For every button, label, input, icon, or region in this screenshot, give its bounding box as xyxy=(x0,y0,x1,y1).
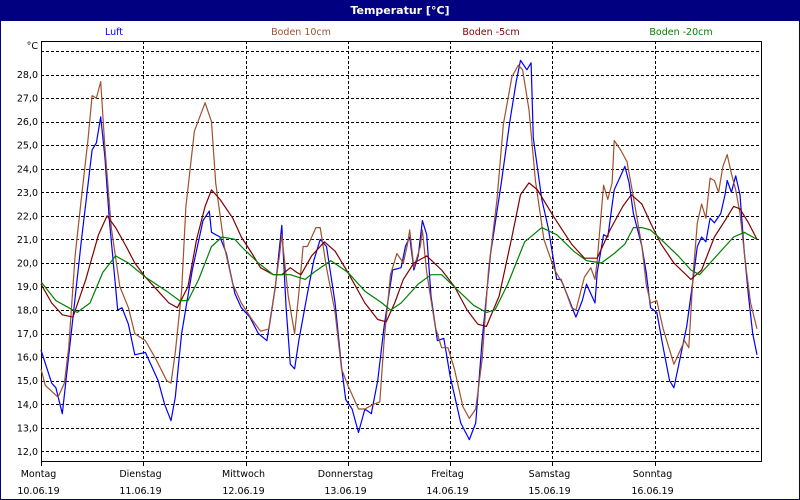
x-tick-day-label: Mittwoch xyxy=(222,469,265,480)
y-tick-label: 15,0 xyxy=(17,376,38,387)
x-tick-day-label: Dienstag xyxy=(119,469,161,480)
x-tick-day-label: Donnerstag xyxy=(318,469,373,480)
y-tick-label: 19,0 xyxy=(17,282,38,293)
legend: Luft Boden 10cm Boden -5cm Boden -20cm xyxy=(105,27,713,38)
chart-title: Temperatur [°C] xyxy=(1,1,799,21)
series-line-boden-10cm xyxy=(40,64,758,419)
axis-labels: Montag 10.06.19 Dienstag 11.06.19 Mittwoch 12… xyxy=(17,41,674,497)
x-tick-date-label: 11.06.19 xyxy=(119,486,161,497)
y-tick-label: 20,0 xyxy=(17,258,38,269)
legend-item: Boden -5cm xyxy=(462,27,519,38)
x-tick-date-label: 12.06.19 xyxy=(222,486,264,497)
y-tick-label: 28,0 xyxy=(17,70,38,81)
series-line-boden-5cm xyxy=(40,182,758,328)
y-tick-label: 16,0 xyxy=(17,353,38,364)
x-tick-day-label: Sonntag xyxy=(633,469,672,480)
y-tick-label: 26,0 xyxy=(17,117,38,128)
x-tick-date-label: 13.06.19 xyxy=(324,486,366,497)
y-tick-label: 24,0 xyxy=(17,164,38,175)
x-tick-date-label: 16.06.19 xyxy=(631,486,673,497)
y-tick-label: 12,0 xyxy=(17,447,38,458)
x-tick-date-label: 15.06.19 xyxy=(528,486,570,497)
y-tick-label: 13,0 xyxy=(17,423,38,434)
x-tick-date-label: 10.06.19 xyxy=(17,486,59,497)
plot-frame xyxy=(41,41,762,462)
x-tick-day-label: Freitag xyxy=(431,469,464,480)
y-tick-label: 18,0 xyxy=(17,306,38,317)
series-lines xyxy=(40,59,758,441)
y-tick-label: 23,0 xyxy=(17,188,38,199)
y-tick-label: 21,0 xyxy=(17,235,38,246)
axes xyxy=(41,41,762,466)
y-tick-label: 27,0 xyxy=(17,94,38,105)
y-tick-label: 22,0 xyxy=(17,211,38,222)
legend-item: Boden 10cm xyxy=(271,27,331,38)
y-tick-label: 25,0 xyxy=(17,141,38,152)
y-axis-unit-label: °C xyxy=(27,41,39,52)
y-tick-label: 14,0 xyxy=(17,400,38,411)
x-tick-date-label: 14.06.19 xyxy=(426,486,468,497)
x-tick-day-label: Samstag xyxy=(529,469,571,480)
series-line-luft xyxy=(40,59,758,441)
grid xyxy=(41,41,761,461)
y-tick-label: 17,0 xyxy=(17,329,38,340)
legend-item: Boden -20cm xyxy=(649,27,712,38)
x-tick-day-label: Montag xyxy=(21,469,57,480)
legend-item: Luft xyxy=(105,27,123,38)
series-line-boden-20cm xyxy=(40,227,758,313)
